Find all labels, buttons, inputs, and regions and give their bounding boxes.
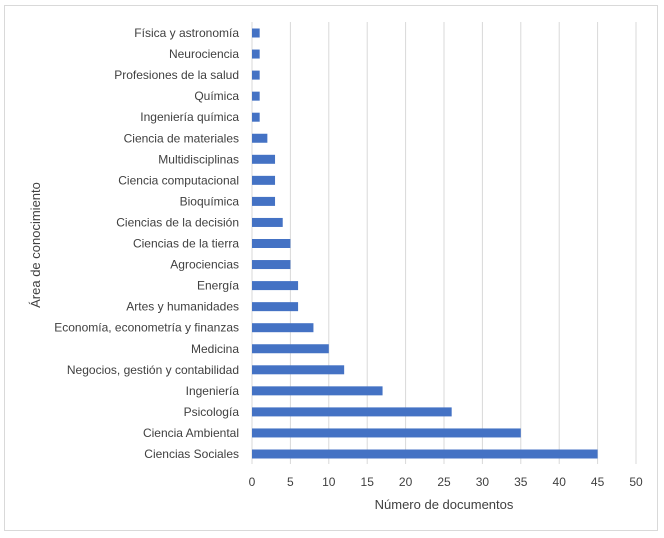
bar [252, 196, 276, 206]
category-label: Ciencias de la decisión [116, 215, 239, 229]
category-label: Ciencia de materiales [124, 131, 239, 145]
category-label: Multidisciplinas [158, 152, 239, 166]
category-label: Ciencia computacional [118, 173, 239, 187]
x-tick-label: 30 [476, 475, 490, 489]
category-label: Profesiones de la salud [114, 68, 239, 82]
bar [252, 154, 276, 164]
category-label: Ingeniería [186, 384, 240, 398]
bar [252, 28, 260, 38]
category-label: Ciencias de la tierra [133, 237, 239, 251]
bar [252, 70, 260, 80]
chart-frame [4, 5, 658, 531]
category-label: Química [194, 89, 239, 103]
bar [252, 175, 276, 185]
bar [252, 112, 260, 122]
category-label: Ingeniería química [140, 110, 239, 124]
bar [252, 365, 345, 375]
x-tick-label: 20 [399, 475, 413, 489]
category-label: Ciencia Ambiental [143, 426, 239, 440]
x-tick-label: 15 [361, 475, 375, 489]
bar [252, 407, 452, 417]
x-axis-title: Número de documentos [375, 497, 514, 512]
category-label: Economía, econometría y finanzas [54, 321, 239, 335]
bar [252, 239, 291, 248]
x-tick-labels: 0 5 10 15 20 25 30 35 40 45 50 [249, 475, 643, 489]
x-tick-label: 45 [591, 475, 605, 489]
category-label: Psicología [184, 405, 240, 419]
category-label: Agrociencias [170, 258, 239, 272]
category-label: Neurociencia [169, 47, 239, 61]
category-label: Física y astronomía [134, 26, 239, 40]
x-tick-label: 5 [287, 475, 294, 489]
x-tick-label: 40 [553, 475, 567, 489]
grid-lines [251, 22, 637, 464]
x-tick-label: 0 [249, 475, 256, 489]
category-label: Negocios, gestión y contabilidad [67, 363, 239, 377]
bar [252, 323, 314, 333]
category-label: Bioquímica [180, 194, 240, 208]
category-labels: Física y astronomía Neurociencia Profesion… [54, 26, 239, 461]
x-tick-label: 35 [514, 475, 528, 489]
bar [252, 49, 260, 59]
category-label: Artes y humanidades [126, 300, 239, 314]
x-tick-label: 25 [437, 475, 451, 489]
category-label: Ciencias Sociales [144, 447, 239, 461]
bar [252, 281, 299, 291]
bar [252, 428, 521, 438]
bar [252, 386, 383, 396]
bar [252, 217, 283, 227]
bar [252, 91, 260, 101]
bar [252, 302, 299, 312]
bar [252, 260, 291, 270]
bars [252, 28, 598, 459]
bar [252, 133, 268, 143]
x-tick-label: 50 [629, 475, 643, 489]
category-label: Energía [197, 279, 239, 293]
y-axis-title: Área de conocimiento [28, 182, 43, 308]
bar [252, 449, 598, 459]
bar [252, 344, 329, 354]
category-label: Medicina [191, 342, 239, 356]
x-tick-label: 10 [322, 475, 336, 489]
